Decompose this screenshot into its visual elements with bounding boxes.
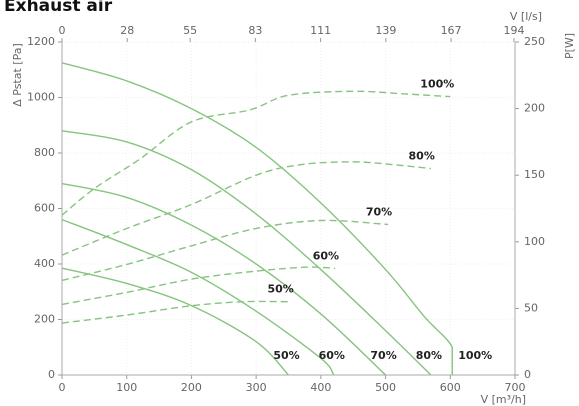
curve-label: 50% (267, 283, 293, 296)
curve-label: 70% (366, 205, 392, 218)
curve (61, 300, 290, 324)
y-tick-label: 0 (48, 368, 55, 381)
y2-axis-label: P[W] (563, 33, 576, 59)
y-tick-label: 400 (34, 257, 55, 270)
y-axis-label: Δ Pstat [Pa] (11, 43, 24, 107)
curve-label: 100% (458, 349, 492, 362)
y-tick-label: 200 (34, 313, 55, 326)
curve (61, 90, 451, 216)
curve-label: 50% (273, 349, 299, 362)
x-tick-label: 700 (505, 381, 526, 394)
curve (61, 182, 387, 376)
x2-axis-label: V [l/s] (510, 10, 542, 23)
x-tick-label: 500 (375, 381, 396, 394)
y2-tick-label: 0 (524, 368, 531, 381)
x2-tick-label: 83 (248, 24, 262, 37)
x-axis-label: V [m³/h] (481, 393, 526, 406)
curve (61, 218, 335, 376)
y2-tick-label: 250 (524, 35, 545, 48)
x-tick-label: 600 (440, 381, 461, 394)
curve-label: 100% (420, 78, 454, 91)
curve (61, 267, 290, 376)
y2-tick-label: 50 (524, 301, 538, 314)
chart-title: Exhaust air (4, 0, 113, 16)
curve (61, 62, 453, 375)
y-tick-label: 600 (34, 202, 55, 215)
y2-tick-label: 100 (524, 235, 545, 248)
x2-tick-label: 194 (503, 24, 524, 37)
x2-tick-label: 55 (183, 24, 197, 37)
curve-label: 60% (319, 349, 345, 362)
y-tick-label: 800 (34, 146, 55, 159)
curve (61, 219, 389, 282)
y-tick-label: 1000 (27, 91, 55, 104)
curve-label: 60% (313, 249, 339, 262)
x-tick-label: 400 (310, 381, 331, 394)
x-tick-label: 100 (116, 381, 137, 394)
curve (61, 161, 431, 256)
curve-label: 80% (416, 349, 442, 362)
x2-tick-label: 167 (441, 24, 462, 37)
curve (61, 266, 336, 306)
y-tick-label: 1200 (27, 35, 55, 48)
curve-label: 80% (409, 150, 435, 163)
x2-tick-label: 0 (59, 24, 66, 37)
y2-tick-label: 150 (524, 168, 545, 181)
x-tick-label: 200 (181, 381, 202, 394)
x2-tick-label: 139 (375, 24, 396, 37)
curve-label: 70% (370, 349, 396, 362)
y2-tick-label: 200 (524, 102, 545, 115)
x2-tick-label: 28 (120, 24, 134, 37)
x-tick-label: 300 (246, 381, 267, 394)
x-tick-label: 0 (59, 381, 66, 394)
curve (61, 130, 432, 376)
x2-tick-label: 111 (310, 24, 331, 37)
